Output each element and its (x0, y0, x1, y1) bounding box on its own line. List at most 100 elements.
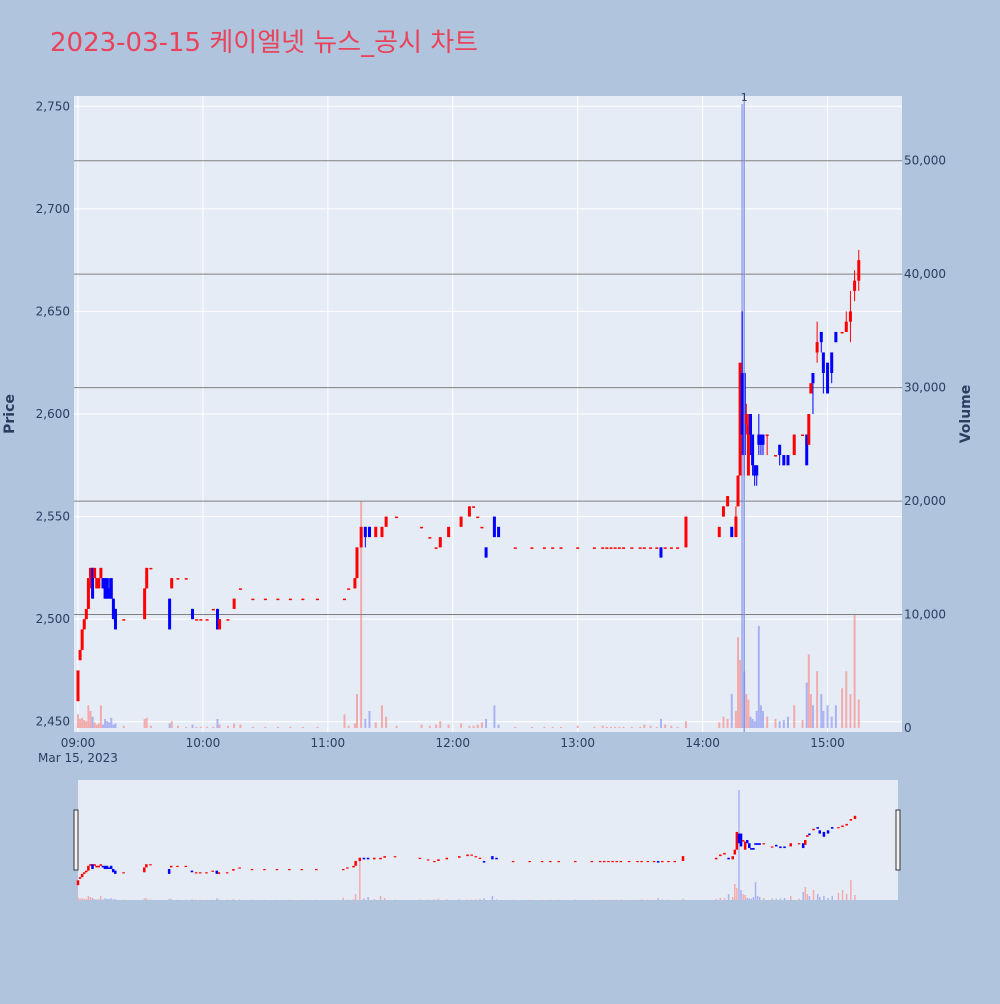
x-tick-label: 09:00 (61, 736, 96, 750)
slider-candle (826, 830, 830, 834)
volume-bar (122, 725, 125, 728)
candle-body (459, 516, 463, 527)
candle-body (605, 547, 609, 549)
volume-bar (757, 625, 760, 728)
x-date-label: Mar 15, 2023 (38, 751, 118, 765)
slider-candle (603, 860, 606, 863)
volume-bar (355, 693, 358, 728)
slider-volume-bar (170, 898, 172, 900)
range-slider-handle-right[interactable] (895, 809, 901, 871)
slider-candle (478, 857, 482, 859)
candle-body (765, 434, 769, 437)
slider-candle (770, 846, 774, 848)
slider-candle (789, 843, 792, 847)
candle-body (472, 506, 476, 508)
candle-body (821, 352, 825, 373)
slider-candle (426, 859, 430, 861)
volume-bar (439, 721, 442, 728)
candle-body (195, 619, 199, 621)
volume-bar (530, 726, 533, 728)
candle-body (551, 547, 555, 549)
slider-volume-bar (354, 894, 357, 900)
slider-candle (636, 860, 639, 863)
volume-bar (684, 721, 687, 728)
candle-body (143, 588, 147, 620)
candle-body (122, 619, 126, 621)
volume-bar (853, 614, 856, 728)
volume-bar (747, 699, 750, 728)
slider-volume-bar (226, 899, 228, 901)
slider-volume-bar (394, 899, 396, 901)
volume-bar (191, 724, 194, 728)
slider-candle (358, 857, 362, 861)
volume-bar (216, 718, 219, 728)
candle-body (738, 362, 742, 476)
slider-volume-bar (808, 896, 811, 900)
volume-bar (514, 726, 517, 728)
slider-volume-bar (653, 899, 655, 901)
slider-candle (198, 872, 202, 874)
slider-volume-bar (495, 899, 498, 900)
slider-candle (627, 860, 631, 863)
x-tick-label: 13:00 (560, 736, 595, 750)
candle-body (199, 619, 203, 621)
volume-bar (601, 725, 604, 728)
slider-volume-bar (433, 899, 436, 900)
slider-volume-bar (615, 899, 618, 901)
volume-bar (112, 724, 115, 728)
slider-volume-bar (727, 894, 730, 900)
slider-volume-bar (750, 898, 753, 900)
slider-candle (511, 860, 515, 863)
slider-candle (366, 857, 370, 860)
candle-body (726, 496, 730, 507)
candle-body (826, 362, 830, 394)
slider-candle (93, 864, 96, 866)
slider-volume-bar (458, 899, 460, 900)
volume-bar (759, 705, 762, 728)
slider-candle (263, 869, 266, 871)
slider-candle (373, 857, 376, 860)
volume-bar (368, 710, 371, 728)
x-tick-label: 15:00 (810, 736, 845, 750)
volume-bar (751, 718, 754, 728)
slider-volume-bar (748, 898, 751, 900)
slider-volume-bar (114, 899, 117, 900)
candle-body (740, 372, 744, 435)
slider-volume-bar (816, 894, 819, 900)
volume-bar (805, 682, 808, 728)
slider-candle (739, 833, 743, 847)
y2-tick-label: 40,000 (904, 267, 946, 281)
volume-bar (472, 725, 475, 728)
candle-body (191, 608, 195, 620)
slider-volume-bar (367, 897, 369, 900)
volume-bar (670, 725, 673, 728)
slider-candle (816, 827, 819, 829)
slider-volume-bar (288, 899, 291, 901)
slider-volume-bar (620, 899, 622, 901)
range-slider-background[interactable] (78, 780, 898, 900)
candle-body (82, 619, 86, 630)
slider-volume-bar (218, 899, 220, 900)
volume-bar (468, 725, 471, 728)
volume-bar (460, 723, 463, 728)
candle-body (91, 567, 95, 599)
volume-bar (385, 716, 388, 728)
range-slider-handle-left[interactable] (73, 809, 79, 871)
volume-bar (93, 722, 96, 728)
slider-volume-bar (607, 899, 610, 901)
slider-candle (445, 857, 449, 860)
candle-body (80, 629, 84, 650)
slider-candle (457, 856, 461, 858)
slider-volume-bar (491, 896, 494, 900)
slider-candle (78, 877, 82, 879)
volume-bar (639, 726, 642, 728)
slider-volume-bar (427, 899, 429, 901)
candle-body (355, 547, 359, 579)
y2-tick-label: 10,000 (904, 608, 946, 622)
candle-body (84, 608, 88, 620)
slider-candle (615, 860, 618, 863)
y2-tick-label: 20,000 (904, 494, 946, 508)
slider-candle (275, 869, 279, 871)
candle-body (232, 598, 236, 609)
candle-body (347, 588, 351, 590)
